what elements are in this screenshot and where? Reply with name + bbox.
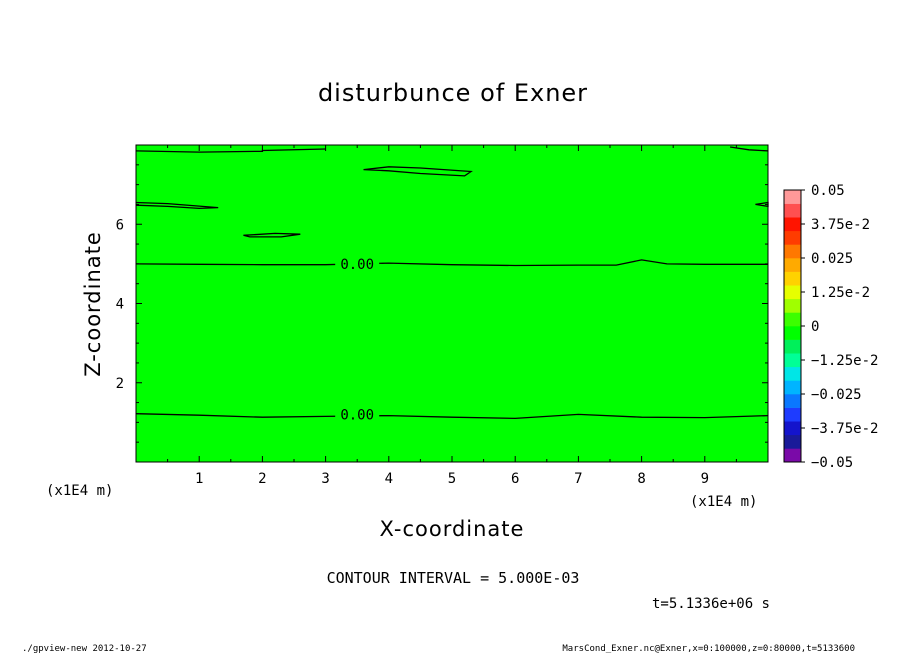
colorbar-swatch-11 [784, 298, 801, 313]
contour-line-blob-mid [243, 232, 301, 238]
y-tick-label-6: 6 [116, 217, 124, 233]
contour-label-bg-0 [335, 255, 380, 272]
colorbar-swatch-6 [784, 366, 801, 381]
colorbar-label-6: −0.025 [811, 387, 862, 403]
colorbar-swatch-13 [784, 271, 801, 286]
colorbar-label-1: 3.75e-2 [811, 217, 870, 233]
colorbar [784, 190, 801, 463]
colorbar-label-2: 0.025 [811, 251, 853, 267]
x-tick-label-8: 8 [637, 471, 645, 487]
contour-line-top-edge-line [135, 148, 326, 153]
colorbar-swatch-5 [784, 380, 801, 395]
contour-labels: 0.00 0.00 [335, 255, 380, 423]
colorbar-swatch-18 [784, 203, 801, 218]
contour-interval: CONTOUR INTERVAL = 5.000E-03 [327, 569, 580, 587]
colorbar-swatch-0 [784, 448, 801, 463]
x-units-right: (x1E4 m) [690, 494, 757, 510]
contour-label-1: 0.00 [340, 407, 374, 423]
colorbar-label-4: 0 [811, 319, 819, 335]
colorbar-swatch-15 [784, 244, 801, 259]
y-tick-label-4: 4 [116, 297, 124, 313]
colorbar-swatch-17 [784, 217, 801, 232]
contour-line-blob-top [363, 166, 473, 177]
x-tick-label-6: 6 [511, 471, 519, 487]
y-tick-label-2: 2 [116, 376, 124, 392]
x-tick-label-9: 9 [701, 471, 709, 487]
colorbar-label-5: −1.25e-2 [811, 353, 878, 369]
plot-field [136, 145, 768, 462]
contour-label-bg-1 [335, 406, 380, 423]
colorbar-swatch-2 [784, 421, 801, 436]
time-stamp: t=5.1336e+06 s [652, 596, 770, 612]
colorbar-swatch-10 [784, 312, 801, 327]
contour-line-lower-zero-line [135, 413, 769, 420]
colorbar-swatch-3 [784, 407, 801, 422]
contour-line-blob-left [135, 201, 219, 210]
x-units-left: (x1E4 m) [46, 483, 113, 499]
colorbar-label-3: 1.25e-2 [811, 285, 870, 301]
contour-lines [135, 146, 769, 420]
footer-left: ./gpview-new 2012-10-27 [22, 644, 147, 654]
colorbar-swatch-19 [784, 190, 801, 204]
colorbar-label-7: −3.75e-2 [811, 421, 878, 437]
x-tick-label-5: 5 [448, 471, 456, 487]
chart-title: disturbunce of Exner [318, 79, 588, 107]
x-tick-label-3: 3 [321, 471, 329, 487]
x-tick-label-1: 1 [195, 471, 203, 487]
y-axis-label: Z-coordinate [81, 231, 105, 377]
colorbar-label-0: 0.05 [811, 183, 845, 199]
colorbar-labels: 0.05 3.75e-2 0.025 1.25e-2 0 −1.25e-2 −0.025 −3… [801, 183, 878, 471]
x-tick-label-2: 2 [258, 471, 266, 487]
contour-line-upper-zero-line [135, 259, 768, 267]
colorbar-swatch-14 [784, 258, 801, 272]
colorbar-swatch-9 [784, 326, 801, 340]
colorbar-swatch-7 [784, 353, 801, 368]
x-axis-label: X-coordinate [380, 517, 525, 541]
x-axis-ticks: 1 2 3 4 5 6 7 8 9 [167, 145, 737, 487]
colorbar-label-8: −0.05 [811, 455, 853, 471]
footer-right: MarsCond_Exner.nc@Exner,x=0:100000,z=0:8… [562, 644, 855, 654]
x-tick-label-4: 4 [385, 471, 393, 487]
contour-label-0: 0.00 [340, 257, 374, 273]
y-axis-ticks: 2 4 6 [116, 164, 768, 443]
colorbar-swatch-8 [784, 339, 801, 354]
colorbar-swatch-12 [784, 285, 801, 300]
colorbar-swatch-16 [784, 230, 801, 245]
colorbar-swatch-1 [784, 434, 801, 449]
x-tick-label-7: 7 [574, 471, 582, 487]
colorbar-swatch-4 [784, 394, 801, 408]
